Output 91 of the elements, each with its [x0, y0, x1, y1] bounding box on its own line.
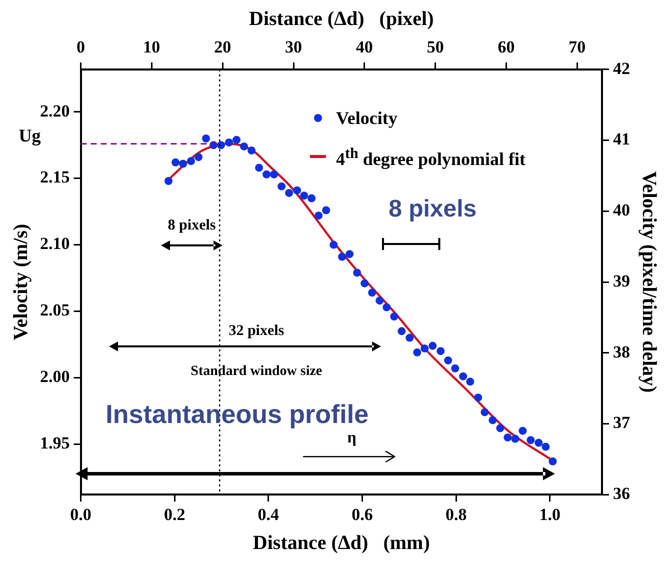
- point: [488, 416, 497, 424]
- y-tick-label: 1.95: [40, 434, 70, 452]
- y2-tick-label: 37: [613, 413, 630, 432]
- y-tick-label: 2.10: [40, 234, 70, 254]
- point: [406, 334, 414, 342]
- point: [382, 303, 391, 312]
- point: [164, 177, 172, 186]
- y2-axis-title: Velocity (pixel/time delay): [638, 171, 660, 393]
- y2-tick-label: 39: [613, 271, 630, 290]
- point: [308, 194, 316, 202]
- y2-tick-label: 40: [613, 200, 630, 220]
- y-tick-label: 2.15: [40, 168, 70, 187]
- annotation: 8 pixels: [168, 217, 216, 234]
- x2-tick-label: 30: [285, 38, 302, 57]
- y2-tick-label: 42: [613, 58, 630, 78]
- x2-tick-label: 40: [356, 38, 373, 57]
- annotation: Instantaneous profile: [106, 399, 369, 430]
- x-tick-label: 1.0: [539, 505, 561, 524]
- y-tick-label: 2.00: [40, 367, 70, 386]
- point: [398, 327, 406, 336]
- annotation: Standard window size: [190, 364, 322, 379]
- point: [255, 164, 264, 172]
- annotation: 8 pixels: [388, 195, 477, 222]
- point: [248, 146, 256, 154]
- legend-label: 4$^{th}$ degree polynomial fit: [336, 145, 526, 171]
- point: [360, 279, 369, 288]
- x-tick-label: 0.4: [258, 505, 280, 524]
- point: [322, 206, 330, 214]
- point: [194, 153, 203, 162]
- point: [346, 250, 354, 258]
- x2-tick-label: 70: [568, 38, 586, 57]
- y2-tick-label: 36: [613, 484, 630, 503]
- x2-tick-label: 0: [76, 38, 85, 57]
- point: [314, 212, 323, 220]
- x2-axis-title: Distance (Δd) (pixel): [249, 8, 434, 30]
- point: [232, 136, 241, 144]
- point: [496, 424, 504, 432]
- point: [436, 347, 445, 356]
- y-tick-label: 2.05: [40, 300, 70, 320]
- point: [518, 426, 527, 435]
- point: [300, 192, 308, 200]
- point: [548, 457, 557, 466]
- point: [390, 312, 398, 321]
- point: [338, 252, 346, 261]
- point: [293, 186, 302, 194]
- point: [179, 160, 188, 168]
- y2-tick-label: 38: [613, 342, 630, 362]
- legend-label: Velocity: [336, 107, 398, 130]
- point: [504, 433, 512, 442]
- x2-tick-label: 10: [143, 38, 160, 57]
- x-tick-label: 0.0: [70, 505, 92, 524]
- point: [451, 364, 460, 372]
- point: [270, 170, 278, 178]
- y2-tick-label: 41: [613, 130, 630, 149]
- point: [459, 372, 468, 380]
- x-axis-title: Distance (Δd) (mm): [252, 532, 430, 554]
- point: [202, 134, 210, 142]
- point: [413, 348, 422, 356]
- point: [466, 378, 474, 386]
- point: [187, 157, 196, 166]
- point: [330, 240, 338, 249]
- annotation: 32 pixels: [228, 322, 284, 339]
- point: [368, 288, 376, 297]
- point: [444, 356, 452, 364]
- point: [526, 436, 535, 444]
- x-tick-label: 0.6: [352, 505, 373, 524]
- point: [217, 141, 226, 150]
- point: [172, 158, 180, 166]
- point: [420, 344, 429, 352]
- x2-tick-label: 20: [214, 38, 232, 57]
- point: [534, 438, 543, 447]
- point: [285, 188, 294, 197]
- point: [511, 434, 520, 443]
- annotation: η: [347, 430, 356, 447]
- point: [225, 138, 234, 146]
- point: [278, 182, 286, 190]
- x2-tick-label: 50: [426, 38, 444, 57]
- y-axis-title: Velocity (m/s): [10, 224, 32, 340]
- x-tick-label: 0.2: [164, 505, 186, 524]
- y-tick-label: 2.20: [40, 101, 70, 120]
- point: [376, 296, 384, 305]
- point: [474, 394, 482, 402]
- point: [542, 442, 550, 451]
- point: [353, 268, 362, 277]
- point: [240, 142, 248, 150]
- point: [262, 170, 271, 178]
- x-tick-label: 0.8: [445, 505, 467, 524]
- point: [480, 408, 489, 416]
- x2-tick-label: 60: [498, 38, 515, 57]
- point: [428, 342, 437, 350]
- ref-line-label: Ug: [18, 125, 41, 146]
